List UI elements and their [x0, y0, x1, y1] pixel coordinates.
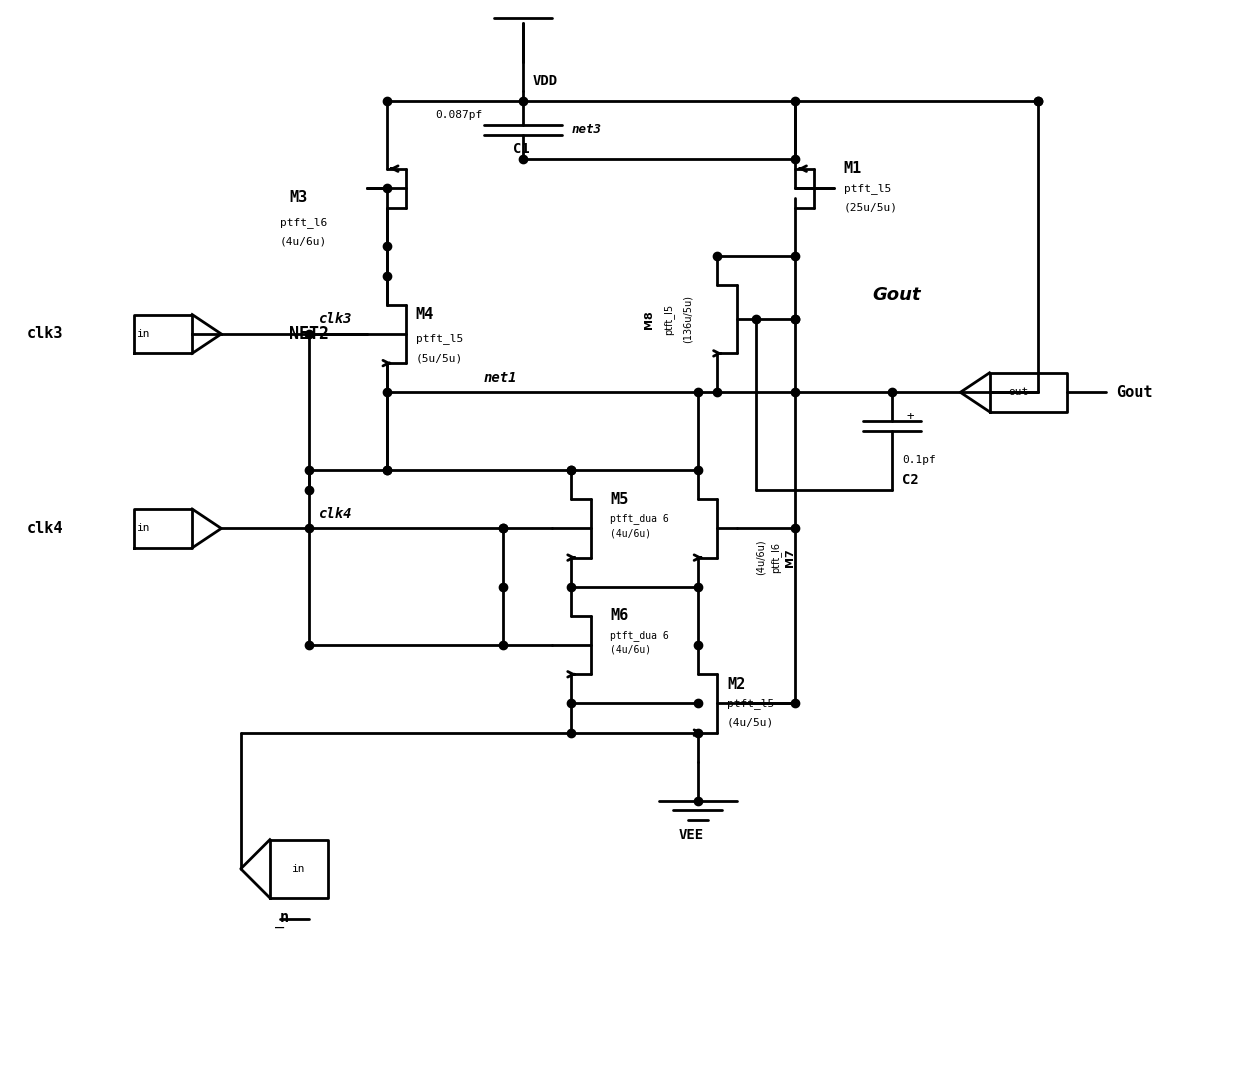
Text: M7: M7	[785, 548, 795, 567]
Text: M2: M2	[727, 677, 745, 692]
Text: net1: net1	[484, 371, 517, 385]
Text: (25u/5u): (25u/5u)	[843, 202, 898, 212]
Text: VEE: VEE	[678, 828, 703, 842]
Text: in: in	[136, 329, 150, 339]
Text: in: in	[293, 864, 306, 874]
Text: M1: M1	[843, 161, 862, 176]
Text: 0.087pf: 0.087pf	[435, 110, 482, 120]
Text: Gout: Gout	[873, 286, 921, 304]
Text: +: +	[906, 410, 914, 423]
Text: (136u/5u): (136u/5u)	[683, 295, 693, 344]
Text: net3: net3	[572, 123, 601, 136]
Text: n: n	[280, 910, 289, 925]
Text: C1: C1	[513, 143, 529, 157]
Text: ptft_l6: ptft_l6	[280, 217, 327, 227]
Text: (4u/6u): (4u/6u)	[756, 540, 766, 576]
Text: ptft_l5: ptft_l5	[727, 698, 774, 709]
Text: out: out	[1008, 387, 1029, 397]
Text: M6: M6	[610, 608, 629, 623]
Text: M3: M3	[289, 190, 308, 206]
Text: (4u/6u): (4u/6u)	[610, 529, 651, 539]
Text: Gout: Gout	[1116, 385, 1152, 399]
Text: ptft_dua 6: ptft_dua 6	[610, 514, 670, 524]
Text: clk4: clk4	[27, 521, 63, 536]
Text: 0.1pf: 0.1pf	[901, 456, 936, 466]
Text: ptft_dua 6: ptft_dua 6	[610, 630, 670, 641]
Text: (4u/6u): (4u/6u)	[280, 236, 327, 247]
Text: ptft_l5: ptft_l5	[663, 304, 675, 335]
Text: –: –	[275, 919, 284, 935]
Text: VDD: VDD	[532, 74, 558, 88]
Text: clk4: clk4	[319, 507, 352, 521]
Text: (4u/5u): (4u/5u)	[727, 718, 774, 728]
Text: clk3: clk3	[319, 312, 352, 326]
Text: ptft_l6: ptft_l6	[770, 542, 781, 573]
Text: (5u/5u): (5u/5u)	[415, 354, 463, 363]
Text: C2: C2	[901, 473, 919, 486]
Text: NET2: NET2	[289, 325, 330, 343]
Text: M4: M4	[415, 307, 434, 322]
Text: in: in	[136, 523, 150, 533]
Text: ptft_l5: ptft_l5	[415, 333, 463, 344]
Text: (4u/6u): (4u/6u)	[610, 645, 651, 655]
Text: M8: M8	[644, 310, 655, 329]
Text: ptft_l5: ptft_l5	[843, 183, 890, 194]
Text: M5: M5	[610, 492, 629, 507]
Text: clk3: clk3	[27, 326, 63, 342]
